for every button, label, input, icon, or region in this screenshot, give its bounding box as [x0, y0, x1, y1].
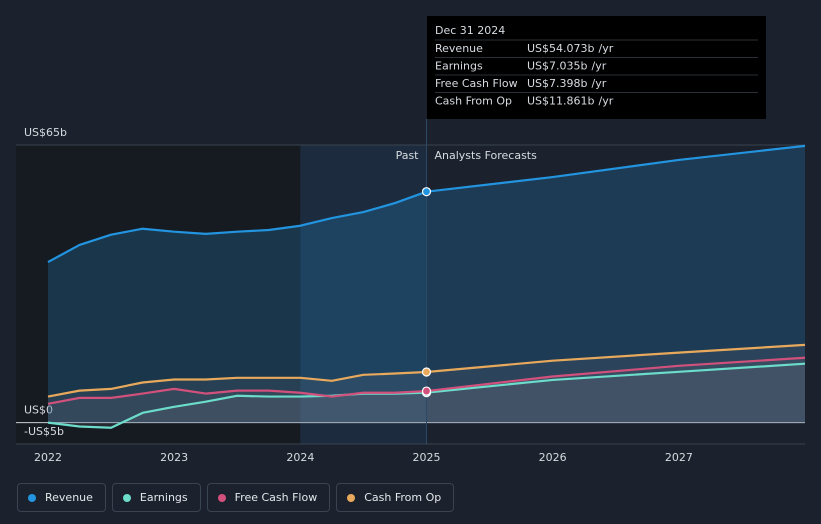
legend-label: Free Cash Flow — [234, 491, 318, 504]
x-tick-label: 2024 — [286, 451, 314, 464]
point-marker — [421, 187, 432, 197]
series-area — [48, 357, 805, 423]
series-line — [47, 356, 806, 405]
tooltip-suffix: /yr — [599, 95, 614, 108]
legend-label: Earnings — [139, 491, 188, 504]
series-line — [47, 144, 806, 264]
tooltip-value: US$7.398b — [527, 77, 588, 90]
x-tick-label: 2022 — [34, 451, 62, 464]
legend-swatch — [122, 493, 131, 502]
legend-label: Cash From Op — [364, 491, 442, 504]
y-tick-label: -US$5b — [24, 425, 64, 438]
legend-swatch — [347, 493, 356, 502]
tooltip-box — [427, 16, 766, 119]
y-tick-label: US$0 — [24, 404, 53, 417]
tooltip-value: US$54.073b — [527, 42, 595, 55]
series-line — [47, 343, 806, 398]
point-marker — [421, 386, 432, 396]
tooltip-suffix: /yr — [592, 77, 607, 90]
point-marker — [421, 367, 432, 377]
x-tick-label: 2026 — [539, 451, 567, 464]
tooltip-value: US$7.035b — [527, 60, 588, 73]
legend-swatch — [217, 493, 226, 502]
series-line — [47, 362, 806, 429]
legend-item[interactable]: Cash From Op — [336, 483, 455, 512]
tooltip-value: US$11.861b — [527, 95, 595, 108]
chart: US$65b US$0 -US$5b Past Analysts Forecasts 20… — [16, 16, 806, 464]
tooltip-suffix: /yr — [592, 60, 607, 73]
x-tick-label: 2023 — [160, 451, 188, 464]
tooltip-suffix: /yr — [599, 42, 614, 55]
y-tick-label: US$65b — [24, 126, 67, 139]
x-tick-label: 2027 — [665, 451, 693, 464]
legend-item[interactable]: Free Cash Flow — [206, 483, 331, 512]
forecast-label: Analysts Forecasts — [435, 149, 538, 162]
x-tick-label: 2025 — [413, 451, 441, 464]
legend-label: Revenue — [45, 491, 93, 504]
legend-item[interactable]: Earnings — [111, 483, 201, 512]
legend-item[interactable]: Revenue — [17, 483, 106, 512]
tooltip: Dec 31 2024 Revenue US$54.073b/yr Earnings U… — [427, 16, 766, 119]
tooltip-title: Dec 31 2024 — [435, 24, 505, 37]
past-label: Past — [396, 149, 420, 162]
tooltip-label: Cash From Op — [435, 95, 512, 108]
legend-swatch — [28, 493, 36, 502]
tooltip-label: Free Cash Flow — [435, 77, 518, 90]
tooltip-label: Earnings — [435, 60, 483, 73]
tooltip-label: Revenue — [435, 42, 483, 55]
legend: Revenue Earnings Free Cash Flow Cash From O… — [17, 483, 455, 512]
